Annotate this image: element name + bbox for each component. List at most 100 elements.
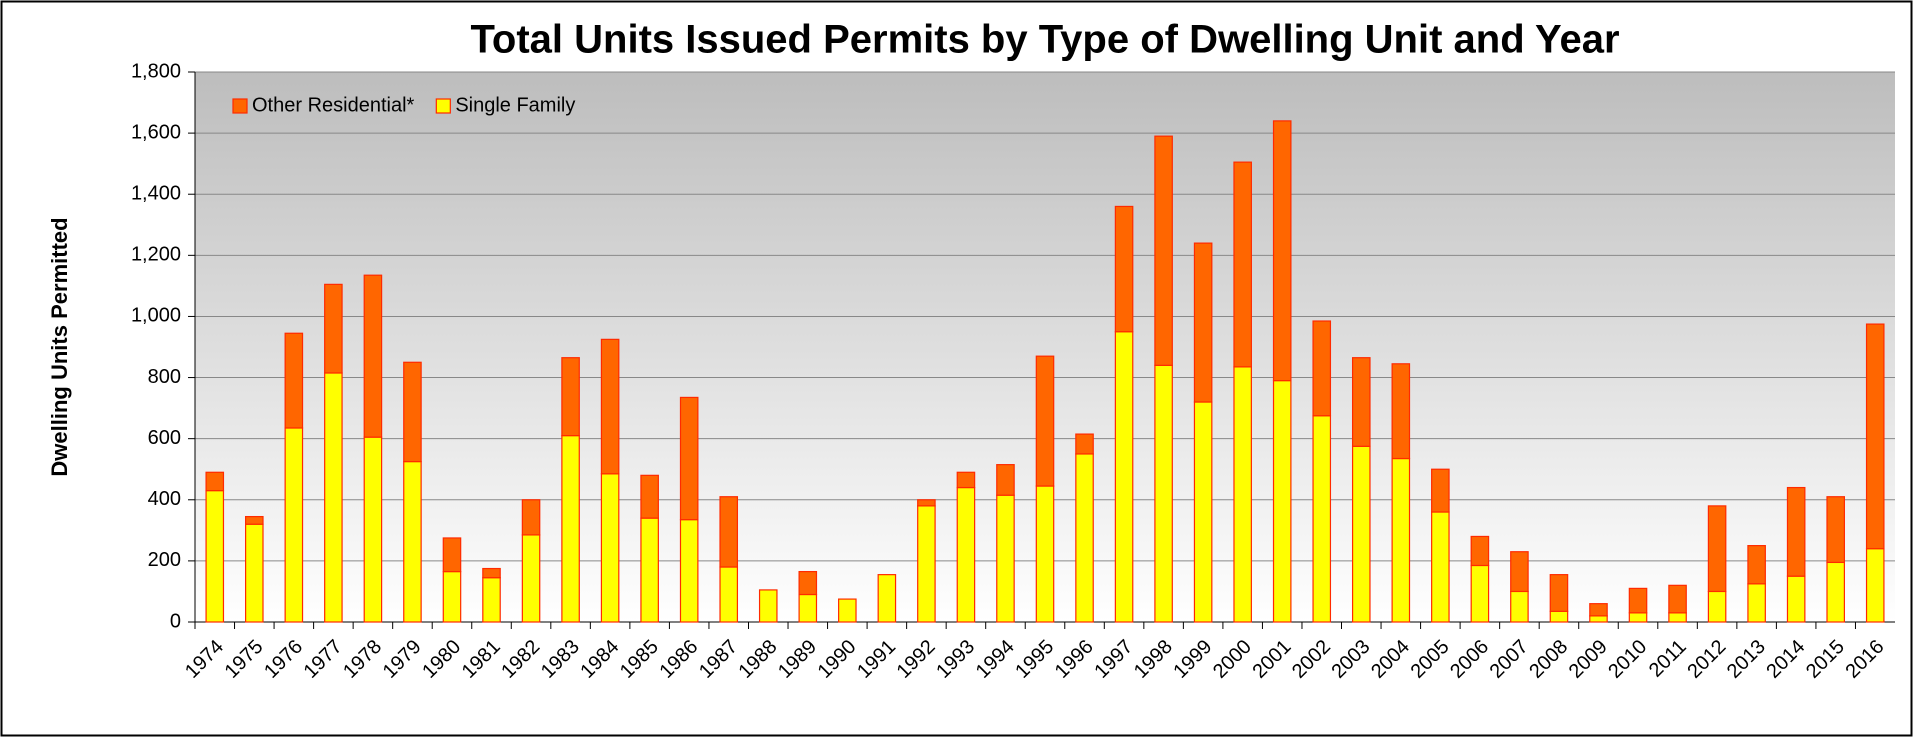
bar-segment [1707,505,1727,593]
bar-segment [1114,331,1134,623]
bar-segment [719,566,739,623]
bar-segment [284,332,304,429]
bar-segment [1035,355,1055,487]
bar-segment [1707,590,1727,623]
y-tick-label: 1,800 [131,60,181,82]
y-tick-label: 800 [148,366,181,388]
bar-segment [1391,363,1411,460]
bar-segment [956,486,976,623]
bar-segment [1826,561,1845,623]
bar-segment [1628,612,1648,623]
chart-title: Total Units Issued Permits by Type of Dw… [470,18,1619,62]
y-tick-label: 1,200 [131,244,181,266]
y-tick-label: 600 [148,427,181,449]
bar-segment [1233,366,1252,623]
bar-segment [1786,575,1806,623]
bar-segment [679,396,699,521]
bar-segment [917,499,936,507]
bar-segment [521,499,541,536]
bar-segment [363,436,383,623]
bar-segment [324,372,343,623]
bar-segment [1154,135,1173,366]
bar-segment [1470,535,1490,567]
legend-swatch [435,98,451,114]
bar-segment [442,537,462,573]
bar-segment [403,361,422,463]
bar-segment [600,338,620,475]
bar-segment [1312,415,1332,623]
bar-segment [1391,457,1411,623]
bar-segment [1272,380,1292,623]
bar-segment [1114,205,1134,333]
bar-segment [600,473,620,623]
bar-segment [1075,453,1094,623]
bar-segment [996,494,1015,623]
legend-label: Other Residential* [252,94,415,116]
bar-segment [956,471,976,489]
legend-label: Single Family [455,94,575,116]
bar-segment [482,577,501,623]
y-tick-label: 0 [170,610,181,632]
bar-segment [1272,120,1292,382]
bar-segment [245,523,264,623]
bar-segment [1668,612,1687,623]
bar-segment [442,570,462,623]
bar-segment [521,534,541,623]
bar-segment [1747,545,1766,585]
y-axis-label: Dwelling Units Permitted [47,217,72,476]
bar-segment [482,567,501,579]
bar-segment [205,490,225,623]
bar-segment [679,519,699,623]
bar-segment [1747,583,1766,623]
bar-segment [205,471,225,492]
bar-segment [1549,610,1569,623]
bar-segment [1193,242,1213,403]
bar-segment [758,589,778,623]
bar-segment [1865,548,1885,623]
bar-segment [1075,433,1094,455]
bar-segment [798,570,818,596]
bar-segment [1193,401,1213,623]
bar-segment [1826,496,1845,564]
bar-segment [1865,323,1885,550]
bar-segment [1470,564,1490,623]
bar-segment [403,460,422,623]
bar-segment [1154,364,1173,623]
bar-segment [1431,511,1450,623]
bar-segment [245,515,264,525]
y-tick-label: 1,400 [131,183,181,205]
bar-segment [838,598,857,623]
bar-segment [561,435,580,623]
y-tick-label: 400 [148,488,181,510]
bar-segment [1431,468,1450,513]
bar-segment [324,283,343,374]
bar-segment [1233,161,1252,368]
bar-segment [1589,615,1608,623]
bar-segment [798,593,818,623]
bar-segment [284,427,304,623]
y-tick-label: 1,600 [131,121,181,143]
bar-segment [1351,445,1371,623]
bar-segment [1510,551,1529,593]
bar-segment [363,274,383,438]
legend-swatch [232,98,248,114]
bar-segment [719,496,739,568]
bar-segment [1312,320,1332,417]
bar-segment [1351,357,1371,447]
bar-segment [996,464,1015,496]
bar-segment [1786,486,1806,577]
bar-segment [1035,485,1055,623]
bar-segment [561,357,580,437]
bar-segment [640,517,659,623]
y-tick-label: 1,000 [131,305,181,327]
bar-segment [877,574,897,623]
bar-segment [1668,584,1687,614]
bar-segment [917,505,936,623]
bar-segment [1628,587,1648,614]
bar-segment [640,474,659,519]
bar-segment [1510,590,1529,623]
bar-segment [1589,603,1608,617]
bar-segment [1549,574,1569,612]
y-tick-label: 200 [148,549,181,571]
